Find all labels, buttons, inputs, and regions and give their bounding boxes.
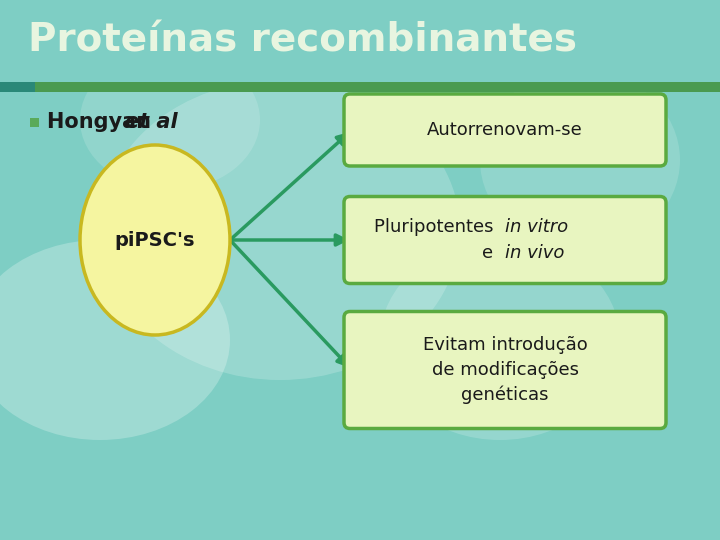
Bar	[0, 0, 720, 85]
Text: piPSC's: piPSC's	[114, 231, 195, 249]
Ellipse shape	[0, 240, 230, 440]
Ellipse shape	[100, 80, 460, 380]
Bar	[0, 82, 720, 92]
Text: Evitam introdução
de modificações
genéticas: Evitam introdução de modificações genéti…	[423, 336, 588, 404]
Text: in vitro: in vitro	[505, 218, 568, 236]
Ellipse shape	[80, 145, 230, 335]
Text: in vivo: in vivo	[505, 244, 564, 262]
Text: Autorrenovam-se: Autorrenovam-se	[427, 121, 583, 139]
Ellipse shape	[80, 50, 260, 190]
Bar	[0, 82, 35, 92]
Text: Pluripotentes: Pluripotentes	[374, 218, 505, 236]
Ellipse shape	[380, 240, 620, 440]
Text: e: e	[482, 244, 505, 262]
FancyBboxPatch shape	[344, 312, 666, 429]
FancyBboxPatch shape	[344, 94, 666, 166]
FancyBboxPatch shape	[344, 197, 666, 284]
Text: Hongyan: Hongyan	[47, 112, 158, 132]
Text: Proteínas recombinantes: Proteínas recombinantes	[28, 22, 577, 60]
Text: et al: et al	[125, 112, 178, 132]
Ellipse shape	[480, 70, 680, 250]
Bar	[30, 118, 39, 126]
